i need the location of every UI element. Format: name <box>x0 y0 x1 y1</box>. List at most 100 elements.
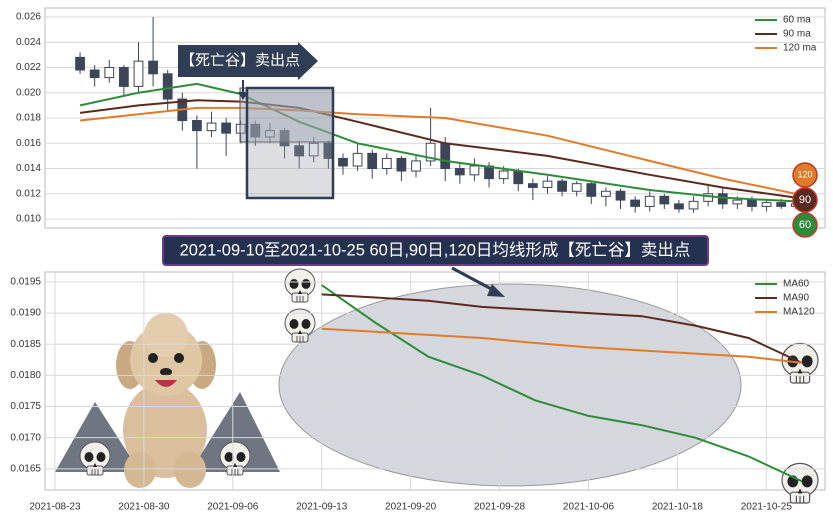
y-tick-label: 0.020 <box>16 87 41 98</box>
candle-body <box>747 199 757 207</box>
candle-body <box>265 130 275 138</box>
y-tick-label: 0.014 <box>16 163 41 174</box>
y-tick-label: 0.010 <box>16 214 41 225</box>
badge <box>792 162 818 188</box>
candle-body <box>250 123 261 138</box>
mountain <box>190 392 280 472</box>
annotation-arrow <box>178 42 318 80</box>
candle-body <box>601 190 611 197</box>
candle-body <box>557 180 567 192</box>
highlight: 【死亡谷】卖出点 <box>178 42 335 200</box>
candle-body <box>308 142 319 157</box>
candle-body <box>133 60 144 87</box>
candle-body <box>527 183 538 188</box>
candle-body <box>411 160 421 172</box>
candle-body <box>294 145 305 157</box>
pointer-head <box>238 92 248 100</box>
candle-body <box>118 66 129 87</box>
x-tick-label: 2021-09-13 <box>296 502 348 513</box>
highlight-box <box>245 86 335 200</box>
candle-body <box>454 168 465 176</box>
x-tick-label: 2021-10-25 <box>741 502 793 513</box>
skull <box>781 462 819 504</box>
candle-body <box>192 120 202 132</box>
y-tick-label: 0.0170 <box>10 432 41 443</box>
y-tick-label: 0.018 <box>16 113 41 124</box>
candle-body <box>717 193 728 205</box>
candle-body <box>688 200 699 210</box>
x-tick-label: 2021-08-23 <box>29 502 81 513</box>
banner-box <box>162 235 709 266</box>
candle-body <box>104 66 115 79</box>
banner: 2021-09-10至2021-10-25 60日,90日,120日均线形成【死… <box>162 235 709 297</box>
candle-body <box>659 195 670 205</box>
x-tick-label: 2021-09-06 <box>207 502 259 513</box>
candle-body <box>75 56 85 71</box>
legend-label: MA60 <box>783 279 810 290</box>
x-tick-label: 2021-10-06 <box>563 502 615 513</box>
legend-label: MA90 <box>783 293 810 304</box>
x-tick-label: 2021-09-20 <box>385 502 437 513</box>
candle-body <box>148 60 158 75</box>
y-tick-label: 0.012 <box>16 188 41 199</box>
bottom-layer: 0.0165 0.0170 0.0175 0.0180 0.0185 0.0190 0.01… <box>10 272 825 513</box>
y-tick-label: 0.0165 <box>10 463 41 474</box>
candle-body <box>761 202 772 207</box>
badge-label: 90 <box>799 194 811 206</box>
chart-title: 2021-09-10至2021-10-25 60日,90日,120日均线形成【死… <box>180 240 691 259</box>
candle-body <box>89 69 100 79</box>
badge <box>792 212 818 238</box>
y-tick-label: 0.0190 <box>10 308 41 319</box>
pointer <box>451 266 498 294</box>
candle-body <box>644 195 655 207</box>
candle-body <box>279 130 290 147</box>
pointer-head <box>487 284 505 297</box>
legend-label: 120 ma <box>783 43 817 54</box>
candle-body <box>542 180 553 188</box>
top-layer: 0.010 0.012 0.014 0.016 0.018 0.020 0.022 0.024… <box>16 12 825 238</box>
candle-body <box>674 203 684 210</box>
legend-label: 90 ma <box>783 29 811 40</box>
badge <box>792 187 818 213</box>
mountain <box>55 402 140 472</box>
legend-label: MA120 <box>783 307 815 318</box>
y-tick-label: 0.0195 <box>10 277 41 288</box>
legend-label: 60 ma <box>783 15 811 26</box>
ma-line <box>321 284 803 483</box>
candle-body <box>206 122 217 132</box>
badge-label: 120 <box>797 169 812 179</box>
candle-body <box>352 152 363 167</box>
candle-body <box>367 152 378 170</box>
x-tick-label: 2021-08-30 <box>118 502 170 513</box>
y-tick-label: 0.026 <box>16 12 41 23</box>
candle-body <box>586 183 597 197</box>
dog <box>116 313 216 488</box>
ma-line <box>79 82 796 203</box>
candle-body <box>221 122 232 134</box>
candle-body <box>571 183 582 192</box>
candle-body <box>235 123 246 134</box>
candle-body <box>162 73 173 100</box>
ma-line <box>321 293 803 364</box>
candle-body <box>732 199 743 205</box>
candle-body <box>425 142 436 162</box>
candle-body <box>513 170 524 185</box>
badge-label: 60 <box>799 219 811 231</box>
ma-line <box>321 327 803 364</box>
y-tick-label: 0.016 <box>16 138 41 149</box>
candle-body <box>776 202 787 207</box>
candle-body <box>440 142 451 170</box>
annotation: 【死亡谷】卖出点 <box>180 52 300 69</box>
y-tick-label: 0.022 <box>16 62 41 73</box>
y-tick-label: 0.024 <box>16 37 41 48</box>
candle-body <box>381 157 392 170</box>
y-tick-label: 0.0175 <box>10 401 41 412</box>
candle-body <box>498 170 509 180</box>
ma-line <box>79 106 797 195</box>
highlight-ellipse <box>278 283 742 487</box>
y-tick-label: 0.0180 <box>10 370 41 381</box>
ma-line <box>79 99 796 199</box>
y-tick-label: 0.0185 <box>10 339 41 350</box>
candle-body <box>615 190 626 201</box>
